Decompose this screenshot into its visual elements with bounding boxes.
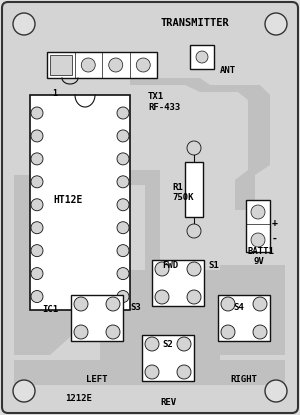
- Circle shape: [31, 130, 43, 142]
- Circle shape: [251, 205, 265, 219]
- Circle shape: [155, 262, 169, 276]
- Text: IC1: IC1: [42, 305, 58, 314]
- Circle shape: [145, 365, 159, 379]
- Circle shape: [155, 290, 169, 304]
- Circle shape: [221, 297, 235, 311]
- Circle shape: [187, 262, 201, 276]
- Bar: [47, 52, 157, 78]
- Text: RIGHT: RIGHT: [231, 375, 257, 384]
- Circle shape: [145, 337, 159, 351]
- Circle shape: [265, 13, 287, 35]
- Circle shape: [117, 199, 129, 211]
- Text: S1: S1: [208, 261, 219, 270]
- Circle shape: [31, 222, 43, 234]
- Circle shape: [117, 107, 129, 119]
- Bar: [30, 95, 130, 310]
- Bar: [190, 45, 214, 69]
- Circle shape: [187, 290, 201, 304]
- Circle shape: [117, 222, 129, 234]
- Circle shape: [74, 325, 88, 339]
- Circle shape: [117, 130, 129, 142]
- Circle shape: [81, 58, 95, 72]
- Circle shape: [13, 13, 35, 35]
- Circle shape: [109, 58, 123, 72]
- Circle shape: [136, 58, 150, 72]
- Circle shape: [265, 380, 287, 402]
- Bar: [218, 295, 270, 341]
- Circle shape: [251, 233, 265, 247]
- Text: 1212E: 1212E: [65, 394, 92, 403]
- Text: REV: REV: [160, 398, 176, 407]
- Circle shape: [31, 107, 43, 119]
- Circle shape: [187, 224, 201, 238]
- FancyBboxPatch shape: [2, 2, 298, 413]
- Circle shape: [31, 268, 43, 280]
- Circle shape: [187, 141, 201, 155]
- Circle shape: [117, 268, 129, 280]
- Circle shape: [31, 245, 43, 256]
- Polygon shape: [130, 170, 220, 310]
- Circle shape: [31, 153, 43, 165]
- Text: RF-433: RF-433: [148, 103, 180, 112]
- Bar: [185, 162, 203, 217]
- Polygon shape: [130, 78, 270, 210]
- Bar: [71, 295, 123, 341]
- Text: TRANSMITTER: TRANSMITTER: [160, 18, 230, 28]
- Circle shape: [253, 325, 267, 339]
- Text: R1: R1: [172, 183, 183, 192]
- Text: LEFT: LEFT: [86, 375, 108, 384]
- Circle shape: [106, 325, 120, 339]
- Polygon shape: [14, 175, 100, 355]
- Text: S4: S4: [233, 303, 244, 312]
- Circle shape: [31, 199, 43, 211]
- Text: S3: S3: [130, 303, 141, 312]
- Circle shape: [106, 297, 120, 311]
- Circle shape: [117, 290, 129, 303]
- Text: BATT1: BATT1: [247, 247, 274, 256]
- Bar: [246, 200, 270, 252]
- Text: ANT: ANT: [220, 66, 236, 75]
- Text: 9V: 9V: [253, 257, 264, 266]
- Text: 750K: 750K: [172, 193, 194, 202]
- Polygon shape: [220, 265, 285, 355]
- Circle shape: [13, 380, 35, 402]
- Circle shape: [117, 176, 129, 188]
- Circle shape: [31, 290, 43, 303]
- Circle shape: [117, 245, 129, 256]
- Polygon shape: [14, 360, 285, 385]
- Circle shape: [177, 365, 191, 379]
- Text: FWD: FWD: [162, 261, 178, 270]
- Text: TX1: TX1: [148, 92, 164, 101]
- Circle shape: [253, 297, 267, 311]
- Text: S2: S2: [163, 340, 173, 349]
- Bar: [142, 335, 194, 381]
- Circle shape: [177, 337, 191, 351]
- Circle shape: [196, 51, 208, 63]
- Circle shape: [31, 176, 43, 188]
- Circle shape: [221, 325, 235, 339]
- Bar: [50, 55, 71, 75]
- Bar: [152, 260, 204, 306]
- Text: 1: 1: [52, 89, 58, 98]
- Polygon shape: [100, 310, 220, 360]
- Circle shape: [117, 153, 129, 165]
- Circle shape: [74, 297, 88, 311]
- Text: -: -: [272, 234, 278, 244]
- Text: HT12E: HT12E: [53, 195, 83, 205]
- Text: +: +: [272, 218, 278, 228]
